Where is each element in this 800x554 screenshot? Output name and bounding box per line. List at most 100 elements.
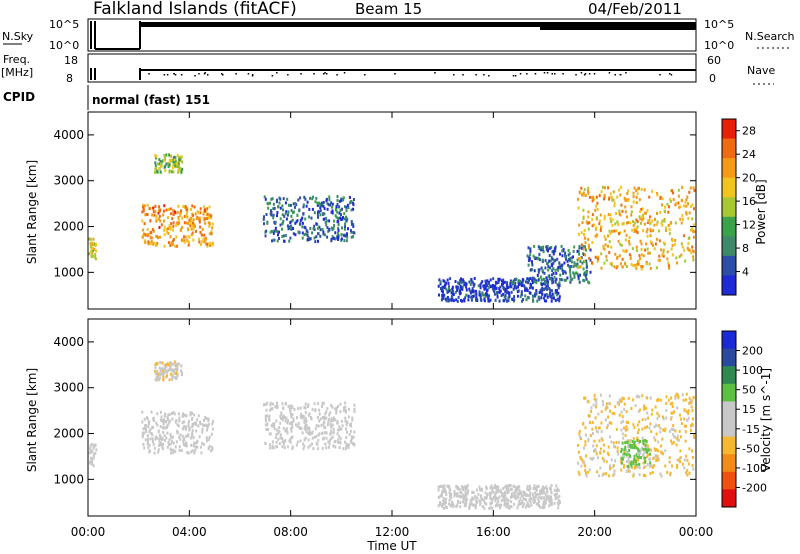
data-cell: [318, 432, 321, 436]
colorbar-tick-label: -50: [742, 442, 760, 455]
data-cell: [187, 221, 190, 225]
data-cell: [595, 204, 598, 208]
data-cell: [142, 203, 144, 207]
data-cell: [207, 423, 210, 427]
colorbar-tick-label: -100: [742, 462, 767, 475]
data-cell: [93, 452, 96, 456]
data-cell: [582, 245, 585, 248]
data-cell: [315, 434, 318, 438]
data-cell: [641, 453, 644, 457]
data-cell: [174, 164, 177, 168]
data-cell: [686, 469, 689, 473]
data-cell: [277, 431, 280, 435]
data-cell: [191, 428, 194, 432]
data-cell: [292, 419, 295, 423]
data-cell: [282, 426, 285, 430]
data-cell: [646, 234, 649, 238]
data-cell: [541, 268, 544, 272]
data-cell: [550, 255, 553, 259]
data-cell: [263, 195, 266, 199]
data-cell: [177, 218, 180, 222]
data-cell: [563, 278, 566, 282]
data-cell: [631, 228, 634, 232]
data-cell: [628, 464, 630, 468]
data-cell: [328, 228, 331, 232]
data-cell: [543, 299, 546, 303]
data-cell: [159, 164, 162, 168]
data-cell: [497, 490, 500, 494]
data-cell: [437, 488, 440, 492]
data-cell: [172, 411, 175, 414]
data-cell: [524, 286, 527, 290]
nave-tick-low: 0: [709, 72, 716, 85]
data-cell: [283, 416, 286, 419]
data-cell: [543, 296, 545, 300]
data-cell: [496, 295, 499, 299]
data-cell: [90, 249, 93, 253]
data-cell: [691, 203, 694, 207]
data-cell: [536, 299, 539, 303]
data-cell: [578, 429, 581, 433]
data-cell: [440, 484, 443, 488]
data-cell: [286, 224, 289, 228]
data-cell: [537, 502, 540, 505]
data-cell: [344, 416, 347, 420]
data-cell: [303, 438, 306, 442]
data-cell: [503, 280, 506, 284]
data-cell: [146, 203, 149, 207]
data-cell: [454, 492, 457, 496]
data-cell: [481, 293, 484, 297]
data-cell: [554, 291, 557, 295]
data-cell: [569, 273, 572, 277]
data-cell: [556, 293, 559, 297]
data-cell: [165, 153, 168, 157]
data-cell: [325, 416, 328, 420]
data-cell: [191, 231, 194, 235]
data-cell: [668, 266, 671, 270]
data-cell: [543, 278, 546, 282]
data-cell: [545, 245, 548, 249]
data-cell: [289, 226, 292, 230]
data-cell: [451, 503, 454, 507]
data-cell: [494, 495, 497, 498]
data-cell: [288, 407, 291, 411]
data-cell: [187, 421, 190, 425]
data-cell: [349, 429, 352, 433]
data-cell: [614, 222, 617, 226]
data-cell: [171, 378, 174, 381]
data-cell: [143, 417, 146, 421]
data-cell: [178, 158, 181, 162]
data-cell: [529, 491, 532, 495]
data-cell: [498, 299, 501, 303]
data-cell: [502, 496, 505, 500]
data-cell: [170, 241, 173, 245]
data-cell: [524, 505, 527, 509]
data-cell: [687, 202, 690, 206]
data-cell: [171, 170, 174, 174]
data-cell: [306, 233, 309, 237]
data-cell: [341, 424, 344, 428]
data-cell: [600, 421, 603, 425]
colorbar-tick-label: 8: [742, 242, 749, 255]
data-cell: [147, 240, 150, 244]
data-cell: [645, 406, 648, 410]
colorbar-tick-label: 20: [742, 172, 756, 185]
data-cell: [690, 205, 692, 209]
data-cell: [529, 253, 532, 257]
data-cell: [185, 425, 188, 429]
data-cell: [548, 294, 551, 297]
data-cell: [141, 420, 144, 424]
data-cell: [319, 234, 322, 238]
data-cell: [589, 248, 592, 252]
data-cell: [669, 402, 672, 406]
data-cell: [156, 170, 159, 174]
data-cell: [285, 427, 288, 431]
data-cell: [485, 284, 488, 287]
data-cell: [191, 422, 194, 426]
data-cell: [688, 396, 691, 400]
data-cell: [591, 217, 594, 221]
data-cell: [669, 473, 672, 477]
data-cell: [334, 445, 337, 449]
data-cell: [314, 200, 317, 204]
data-cell: [680, 198, 683, 202]
